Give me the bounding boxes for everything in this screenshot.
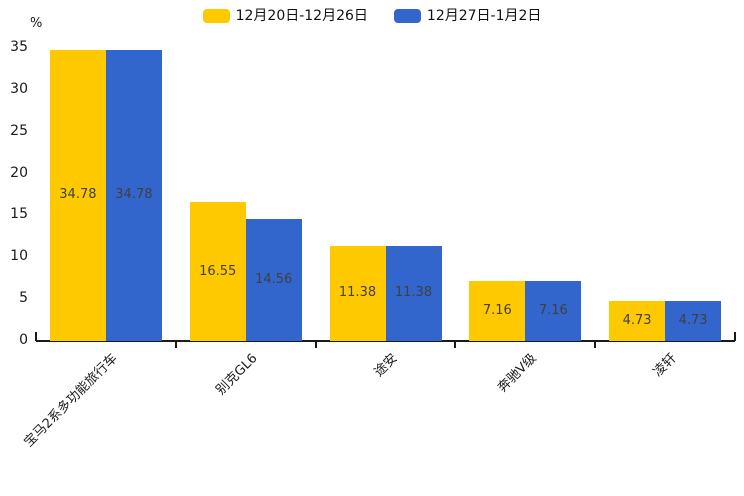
x-category-label: 奔驰V级 <box>495 351 540 396</box>
legend-label-week1: 12月20日-12月26日 <box>235 8 368 24</box>
bar-series1 <box>189 202 246 341</box>
bar-series2 <box>665 301 722 341</box>
bar-value-label: 7.16 <box>538 303 568 319</box>
y-axis-unit-label: % <box>30 16 43 31</box>
x-axis-line <box>36 340 735 342</box>
y-tick-label: 20 <box>10 164 28 181</box>
legend-item-week2: 12月27日-1月2日 <box>393 8 542 24</box>
x-axis-tick <box>594 342 597 348</box>
bar-value-label: 14.56 <box>255 272 293 288</box>
bar-series2 <box>105 49 162 341</box>
bar-series1 <box>469 281 526 341</box>
bar-value-label: 4.73 <box>678 313 708 329</box>
bar-series2 <box>525 281 582 341</box>
x-axis-tick <box>314 342 317 348</box>
legend-swatch-yellow-icon <box>202 9 230 23</box>
y-tick-label: 10 <box>10 248 28 265</box>
bar-value-label: 34.78 <box>115 187 153 203</box>
bar-value-label: 11.38 <box>394 285 433 301</box>
chart-legend: 12月20日-12月26日 12月27日-1月2日 <box>0 6 744 26</box>
y-tick-label: 5 <box>19 290 28 307</box>
y-tick-label: 35 <box>10 39 28 55</box>
y-tick-label: 30 <box>10 80 28 97</box>
x-category-label: 宝马2系多功能旅行车 <box>21 351 121 451</box>
bar-series1 <box>49 49 106 341</box>
bar-series1 <box>329 245 386 341</box>
bar-value-label: 11.38 <box>338 285 377 301</box>
bar-value-label: 16.55 <box>199 263 237 279</box>
legend-swatch-blue-icon <box>393 9 421 23</box>
y-tick-label: 15 <box>10 206 28 223</box>
bar-series2 <box>385 245 442 341</box>
x-axis-end-tick-right <box>734 332 736 341</box>
y-tick-label: 25 <box>10 122 28 139</box>
bar-series1 <box>609 301 666 341</box>
bar-value-label: 4.73 <box>622 313 652 329</box>
x-axis-tick <box>174 342 177 348</box>
legend-label-week2: 12月27日-1月2日 <box>426 8 542 24</box>
legend-item-week1: 12月20日-12月26日 <box>202 8 368 24</box>
x-category-label: 途安 <box>371 351 401 381</box>
bar-series2 <box>245 219 302 341</box>
y-tick-label: 0 <box>19 332 28 348</box>
bar-value-label: 7.16 <box>482 303 512 319</box>
x-category-label: 别克GL6 <box>213 351 261 399</box>
x-axis-end-tick-left <box>35 332 37 341</box>
bar-value-label: 34.78 <box>59 187 97 203</box>
x-axis-tick <box>454 342 457 348</box>
x-category-label: 凌轩 <box>650 351 680 381</box>
